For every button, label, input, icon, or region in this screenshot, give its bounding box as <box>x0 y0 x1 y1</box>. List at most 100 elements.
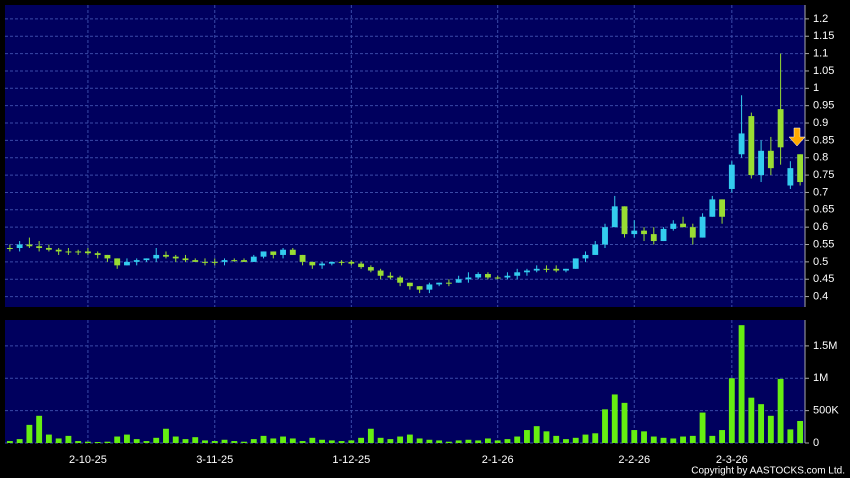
volume-bar <box>602 409 608 443</box>
volume-bar <box>397 436 404 443</box>
volume-bar <box>172 436 179 443</box>
candle-body <box>114 258 121 266</box>
candle-body <box>553 268 560 271</box>
volume-bar <box>221 439 228 443</box>
volume-bar <box>416 438 423 443</box>
candle-body <box>563 268 569 271</box>
candle-body <box>416 286 423 290</box>
x-tick-label: 2-10-25 <box>69 454 107 466</box>
volume-bar <box>660 437 667 443</box>
volume-bar <box>192 437 199 443</box>
signal-arrow <box>788 127 806 147</box>
volume-bar <box>777 378 784 443</box>
volume-bar <box>328 440 335 443</box>
volume-bar <box>787 429 794 443</box>
volume-bar <box>514 436 521 443</box>
candle-body <box>124 261 130 266</box>
candle-body <box>104 254 111 259</box>
volume-bar <box>26 424 33 443</box>
candle-body <box>202 261 208 263</box>
volume-bar <box>758 404 765 443</box>
y-tick-label: 0.95 <box>813 100 834 112</box>
y-tick-label: 0.4 <box>813 290 828 302</box>
volume-bar <box>241 441 247 443</box>
candle-body <box>514 272 521 276</box>
candle-body <box>319 263 325 266</box>
candle-body <box>45 247 52 250</box>
candle-body <box>719 199 725 217</box>
marks: 0.4 0.45 0.5 0.55 0.6 0.65 0.7 0.75 0.8 0.85 0.9 0.… <box>5 5 839 466</box>
candle-body <box>55 249 62 252</box>
volume-bar <box>280 436 286 443</box>
y-tick-label: 0.45 <box>813 273 834 285</box>
candle-body <box>338 261 345 263</box>
volume-bar <box>524 430 530 443</box>
volume-bar <box>231 441 238 443</box>
volume-bar <box>377 437 384 443</box>
volume-bar <box>543 431 550 443</box>
volume-bar <box>309 437 316 443</box>
candle-body <box>172 256 179 259</box>
candle-body <box>192 260 199 262</box>
candle-body <box>641 230 647 235</box>
price-panel <box>5 5 805 307</box>
volume-bar <box>94 442 101 443</box>
candle-body <box>709 199 716 217</box>
volume-bar <box>6 441 13 443</box>
y2-tick-label: 1M <box>813 372 828 384</box>
volume-bar <box>55 438 62 443</box>
candle-body <box>436 282 443 285</box>
volume-bar <box>85 441 91 443</box>
candle-body <box>348 261 355 264</box>
candle-body <box>504 275 511 278</box>
candle-body <box>406 282 413 287</box>
volume-bar <box>504 439 511 443</box>
volume-bar <box>163 428 169 443</box>
volume-bar <box>114 436 121 443</box>
candle-body <box>75 251 82 253</box>
candle-body <box>163 254 169 257</box>
y-tick-label: 1.05 <box>813 65 834 77</box>
volume-bar <box>299 441 306 443</box>
volume-bar <box>572 437 579 443</box>
volume-bar <box>738 325 745 443</box>
candle-body <box>631 230 638 235</box>
volume-bar <box>436 440 443 443</box>
volume-bar <box>689 435 696 443</box>
volume-bar <box>202 440 208 443</box>
volume-bar <box>465 439 472 443</box>
candle-body <box>758 150 765 176</box>
x-tick-label: 3-11-25 <box>196 454 233 466</box>
volume-bar <box>533 426 540 443</box>
candle-body <box>660 228 667 242</box>
candle-body <box>494 277 501 279</box>
y-tick-label: 1.15 <box>813 30 834 42</box>
volume-bar <box>36 415 43 443</box>
candle-body <box>387 275 394 278</box>
volume-bar <box>641 431 647 443</box>
candle-body <box>533 268 540 271</box>
volume-bar <box>797 420 804 443</box>
volume-bar <box>124 434 130 443</box>
candle-body <box>309 261 316 266</box>
y-tick-label: 1 <box>813 82 819 94</box>
candle-body <box>485 274 491 278</box>
candle-body <box>241 260 247 262</box>
candle-body <box>797 154 804 183</box>
volume-bar <box>475 440 482 443</box>
candle-body <box>670 223 677 229</box>
candle-body <box>689 227 696 238</box>
candle-body <box>328 261 335 264</box>
volume-bar <box>426 439 433 443</box>
volume-bar <box>455 440 462 443</box>
x-tick-label: 2-2-26 <box>618 454 650 466</box>
volume-bar <box>143 441 150 443</box>
y-tick-label: 0.55 <box>813 238 834 250</box>
volume-bar <box>250 439 257 443</box>
volume-bar <box>485 438 491 443</box>
volume-bar <box>338 441 345 443</box>
candle-body <box>524 270 530 273</box>
candle-body <box>289 249 296 255</box>
copyright: Copyright by AASTOCKS.com Ltd. <box>691 466 845 477</box>
